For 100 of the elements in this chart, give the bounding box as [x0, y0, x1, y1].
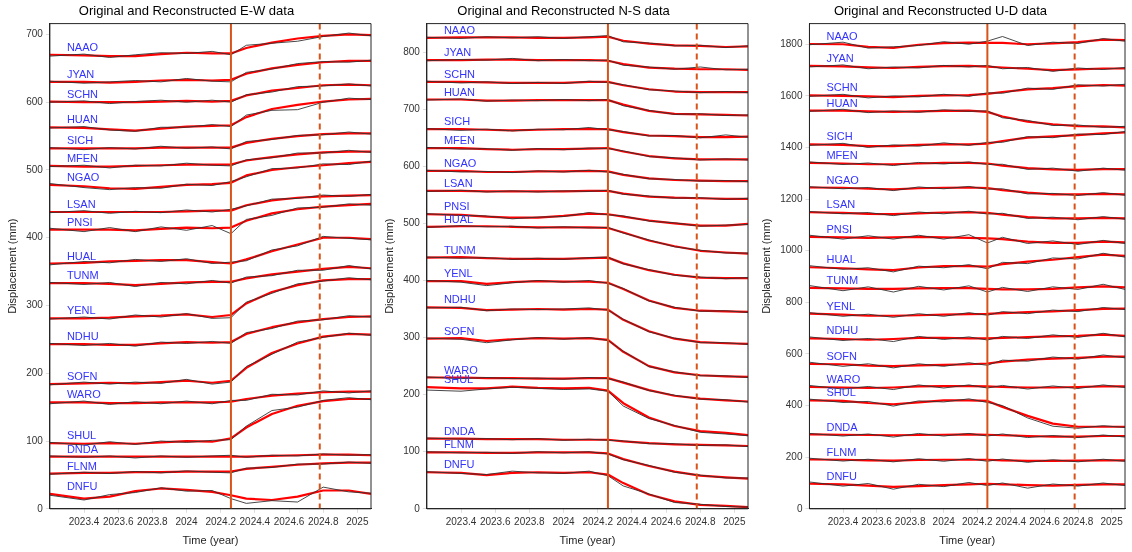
x-tick-label: 2024: [552, 515, 576, 527]
series-label: SOFN: [66, 370, 98, 383]
series-label: DNFU: [443, 458, 475, 471]
series-label: SCHN: [826, 81, 858, 94]
y-tick-label: 100: [403, 445, 421, 457]
series-label: LSAN: [66, 198, 96, 211]
x-tick-label: 2024.8: [684, 515, 716, 527]
series-label: JYAN: [66, 67, 95, 80]
x-tick-label: 2025: [723, 515, 746, 527]
chart-title: Original and Reconstructed U-D data: [833, 3, 1048, 19]
x-tick-label: 2023.8: [894, 515, 926, 527]
x-tick-label: 2024.4: [239, 515, 271, 527]
y-tick-label: 600: [26, 95, 44, 107]
series-label: MFEN: [443, 134, 476, 147]
y-tick-label: 1400: [780, 141, 803, 153]
y-tick-label: 0: [414, 502, 421, 514]
y-tick-label: 500: [26, 163, 44, 175]
y-tick-label: 600: [785, 347, 803, 359]
series-label: DNDA: [443, 424, 476, 437]
series-label: HUAL: [826, 253, 856, 266]
series-label: MFEN: [66, 151, 99, 164]
series-label: DNDA: [826, 420, 859, 433]
series-label: NGAO: [826, 173, 860, 186]
x-axis-title: Time (year): [559, 534, 616, 547]
series-label: HUAN: [826, 96, 858, 109]
chart-title: Original and Reconstructed N-S data: [457, 3, 671, 19]
series-label: WARO: [66, 388, 102, 401]
series-label: SCHN: [66, 87, 99, 100]
y-tick-label: 800: [403, 45, 421, 57]
series-label: HUAN: [66, 113, 99, 126]
series-label: SCHN: [443, 67, 476, 80]
x-tick-label: 2025: [1100, 515, 1124, 527]
y-tick-label: 0: [37, 502, 44, 514]
series-label: DNFU: [66, 479, 98, 492]
y-tick-label: 1200: [780, 192, 803, 204]
y-tick-label: 1600: [780, 89, 803, 101]
y-tick-label: 700: [26, 28, 44, 40]
y-axis-title: Displacement (mm): [5, 218, 18, 314]
series-label: NAAO: [826, 30, 859, 43]
series-label: SHUL: [826, 386, 856, 399]
series-label: SICH: [826, 130, 853, 143]
x-tick-label: 2023.8: [514, 515, 546, 527]
series-label: NGAO: [443, 156, 477, 169]
series-label: PNSI: [66, 215, 93, 228]
y-tick-label: 300: [403, 331, 421, 343]
series-label: YENL: [826, 299, 856, 312]
series-label: MFEN: [826, 149, 858, 161]
y-axis-title: Displacement (mm): [759, 218, 772, 314]
x-tick-label: 2024.4: [995, 515, 1027, 527]
x-tick-label: 2024.4: [616, 515, 648, 527]
y-tick-label: 400: [403, 274, 421, 286]
y-tick-label: 200: [26, 367, 44, 379]
x-tick-label: 2024.8: [1062, 515, 1094, 527]
y-tick-label: 800: [785, 296, 803, 308]
y-tick-label: 100: [26, 434, 44, 446]
series-label: SOFN: [443, 324, 475, 337]
x-tick-label: 2024.2: [962, 515, 994, 527]
series-label: WARO: [443, 363, 479, 376]
series-label: FLNM: [826, 445, 857, 458]
y-tick-label: 1800: [780, 38, 803, 49]
y-tick-label: 500: [403, 217, 421, 229]
y-tick-label: 1000: [780, 244, 803, 256]
x-tick-label: 2023.6: [479, 515, 511, 527]
series-label: NDHU: [66, 330, 99, 343]
series-label: FLNM: [443, 438, 474, 451]
series-label: HUAL: [66, 249, 97, 262]
y-tick-label: 0: [796, 502, 803, 514]
y-tick-label: 200: [785, 450, 803, 462]
series-label: YENL: [443, 267, 473, 280]
series-label: JYAN: [443, 46, 472, 59]
chart-title: Original and Reconstructed E-W data: [78, 3, 295, 19]
x-tick-label: 2025: [346, 515, 369, 527]
series-label: TUNM: [66, 269, 99, 282]
x-tick-label: 2023.4: [445, 515, 477, 527]
x-tick-label: 2023.4: [68, 515, 100, 527]
x-tick-label: 2024.2: [582, 515, 614, 527]
series-label: TUNM: [443, 243, 476, 256]
x-axis-title: Time (year): [939, 534, 996, 547]
series-label: LSAN: [443, 176, 473, 189]
series-label: PNSI: [826, 222, 853, 235]
x-axis-title: Time (year): [182, 534, 239, 547]
series-label: WARO: [826, 373, 861, 386]
x-tick-label: 2024.2: [205, 515, 237, 527]
series-label: JYAN: [826, 51, 854, 64]
y-tick-label: 600: [403, 160, 421, 172]
series-label: NDHU: [443, 293, 476, 306]
y-tick-label: 200: [403, 388, 421, 400]
series-label: DNFU: [826, 469, 858, 482]
series-label: HUAN: [443, 85, 476, 98]
series-label: HUAL: [443, 212, 474, 225]
series-label: NAAO: [66, 40, 99, 53]
series-label: DNDA: [66, 442, 99, 455]
x-tick-label: 2024.6: [1029, 515, 1061, 527]
x-tick-label: 2023.6: [861, 515, 893, 527]
x-tick-label: 2024.6: [273, 515, 305, 527]
series-label: PNSI: [443, 200, 470, 213]
series-label: TUNM: [826, 273, 859, 286]
series-label: NGAO: [66, 170, 100, 183]
series-label: YENL: [66, 304, 96, 317]
x-tick-label: 2023.6: [102, 515, 134, 527]
